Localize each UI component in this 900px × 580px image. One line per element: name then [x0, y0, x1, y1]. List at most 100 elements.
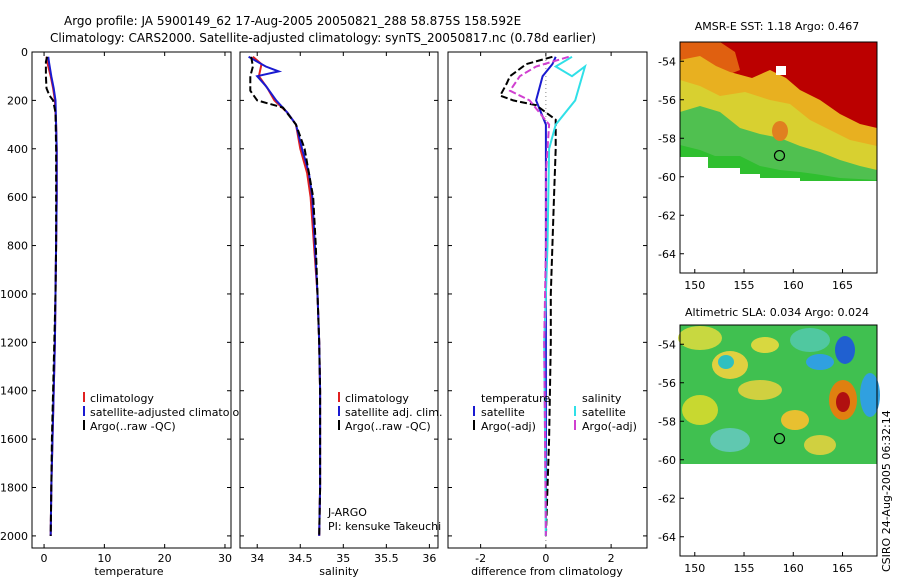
map-x-tick-label: 160	[783, 562, 804, 575]
y-tick-label: 1600	[0, 433, 28, 446]
sla-blob	[790, 328, 830, 352]
sst-no-data	[680, 181, 877, 273]
y-tick-label: 1200	[0, 336, 28, 349]
legend-title-salinity: salinity	[582, 392, 622, 405]
salinity-xlabel: salinity	[319, 565, 359, 578]
x-tick-label: 34.5	[288, 552, 313, 565]
sla-map-frame	[679, 324, 878, 557]
annotation-pi: PI: kensuke Takeuchi	[328, 520, 441, 533]
x-tick-label: 35.5	[374, 552, 399, 565]
argo-location-marker	[773, 432, 786, 445]
x-tick-label: -2	[475, 552, 486, 565]
y-tick-label: 1000	[0, 288, 28, 301]
map-x-tick-label: 155	[734, 279, 755, 292]
map-y-tick-label: -54	[658, 338, 676, 351]
sla-heatmap	[678, 325, 880, 556]
map-y-tick-label: -56	[658, 377, 676, 390]
sla-blob	[751, 337, 779, 353]
figure-title-line1: Argo profile: JA 5900149_62 17-Aug-2005 …	[64, 14, 521, 28]
sla-map-title: Altimetric SLA: 0.034 Argo: 0.024	[685, 306, 869, 319]
sla-blob	[835, 336, 855, 364]
sst-no-data-edge	[708, 168, 800, 181]
sst-heatmap	[680, 42, 877, 273]
sst-map-title: AMSR-E SST: 1.18 Argo: 0.467	[695, 20, 860, 33]
y-tick-label: 1400	[0, 385, 28, 398]
salinity-plot-frame	[239, 51, 439, 549]
series-line-argo-raw-qc-	[44, 56, 58, 536]
map-y-tick-label: -56	[658, 94, 676, 107]
x-tick-label: 10	[97, 552, 111, 565]
x-tick-label: 2	[608, 552, 615, 565]
temperature-legend: climatology satellite-adjusted climatolo…	[83, 392, 253, 433]
sla-blob	[781, 410, 809, 430]
series-line-temperature-argo-adj-	[498, 55, 557, 536]
sla-no-data	[680, 464, 877, 556]
salinity-chart: 34 34.5 35 35.5 36 salinity climatology sate…	[239, 51, 442, 578]
map-y-tick-label: -60	[658, 171, 676, 184]
sla-blob	[678, 326, 722, 350]
map-x-tick-label: 160	[783, 279, 804, 292]
series-line-salinity-satellite	[543, 55, 587, 536]
x-tick-label: 35	[336, 552, 350, 565]
sla-blob	[718, 355, 734, 369]
series-line-argo-raw-qc-	[249, 56, 322, 536]
y-tick-label: 0	[21, 46, 28, 59]
legend-label-sal-satellite: satellite	[582, 406, 626, 419]
map-y-tick-label: -64	[658, 248, 676, 261]
sla-blob	[738, 380, 782, 400]
sla-map: Altimetric SLA: 0.034 Argo: 0.024 150 155…	[658, 306, 880, 575]
map-y-tick-label: -64	[658, 531, 676, 544]
sla-blob	[682, 395, 718, 425]
difference-chart: -2 0 2 difference from climatology tempera…	[447, 51, 648, 578]
sst-map-frame	[679, 41, 878, 274]
sst-no-data-left	[680, 157, 708, 181]
argo-location-marker	[773, 149, 786, 162]
x-tick-label: 34	[250, 552, 264, 565]
y-tick-label: 2000	[0, 530, 28, 543]
legend-label-climatology: climatology	[90, 392, 154, 405]
map-y-tick-label: -62	[658, 492, 676, 505]
map-y-tick-label: -58	[658, 132, 676, 145]
map-y-tick-label: -54	[658, 55, 676, 68]
timestamp-label: CSIRO 24-Aug-2005 06:32:14	[880, 410, 893, 572]
y-tick-label: 200	[7, 94, 28, 107]
sla-blob	[806, 354, 834, 370]
sst-warm-eddy	[772, 121, 788, 141]
map-x-tick-label: 150	[684, 279, 705, 292]
y-tick-label: 400	[7, 143, 28, 156]
y-tick-label: 800	[7, 240, 28, 253]
x-tick-label: 20	[158, 552, 172, 565]
map-x-tick-label: 165	[832, 279, 853, 292]
legend-label-sal-argo: Argo(-adj)	[582, 420, 637, 433]
legend-label-satellite: satellite-adjusted climatology	[90, 406, 253, 419]
temperature-xlabel: temperature	[94, 565, 163, 578]
sla-blob	[804, 435, 836, 455]
difference-legend: temperature satellite Argo(-adj) salinit…	[473, 392, 637, 433]
legend-label-temp-satellite: satellite	[481, 406, 525, 419]
sla-blob	[860, 373, 880, 417]
map-x-tick-label: 165	[832, 562, 853, 575]
map-x-tick-label: 150	[684, 562, 705, 575]
sst-map: AMSR-E SST: 1.18 Argo: 0.467 150 155 160 16…	[658, 20, 878, 292]
figure-title-line2: Climatology: CARS2000. Satellite-adjuste…	[50, 31, 596, 45]
y-tick-label: 600	[7, 191, 28, 204]
x-tick-label: 0	[41, 552, 48, 565]
legend-label-argo: Argo(..raw -QC)	[345, 420, 431, 433]
x-tick-label: 0	[542, 552, 549, 565]
legend-label-temp-argo: Argo(-adj)	[481, 420, 536, 433]
series-line-salinity-argo-adj-	[508, 55, 569, 536]
salinity-legend: climatology satellite adj. clim. Argo(..…	[338, 392, 442, 433]
y-tick-label: 1800	[0, 482, 28, 495]
temperature-chart: 0 10 20 30 0 200 400 600 800 1000 1200 1400 1600 1800…	[0, 46, 253, 578]
annotation-jargo: J-ARGO	[327, 506, 367, 519]
sla-warm-eddy	[836, 392, 850, 412]
map-y-tick-label: -58	[658, 415, 676, 428]
legend-label-climatology: climatology	[345, 392, 409, 405]
sst-gap	[776, 66, 786, 75]
map-y-tick-label: -60	[658, 454, 676, 467]
legend-label-satellite: satellite adj. clim.	[345, 406, 442, 419]
difference-xlabel: difference from climatology	[471, 565, 623, 578]
map-x-tick-label: 155	[734, 562, 755, 575]
legend-label-argo: Argo(..raw -QC)	[90, 420, 176, 433]
